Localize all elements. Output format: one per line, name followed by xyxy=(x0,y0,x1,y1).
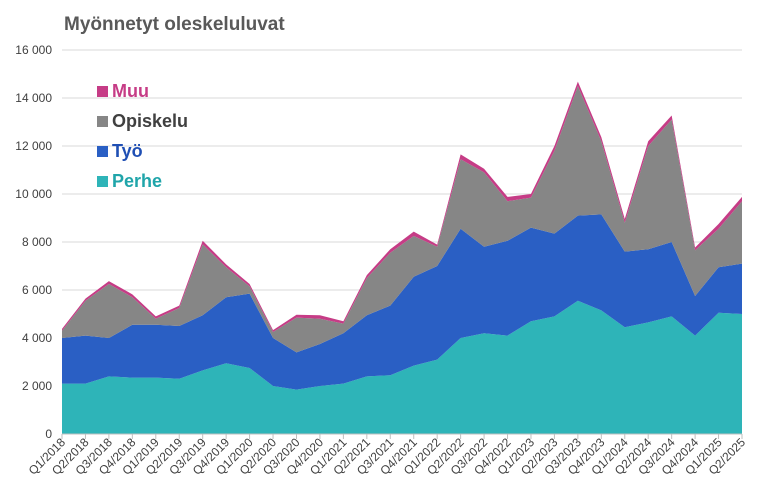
area-series-perhe xyxy=(62,300,742,434)
y-tick-label: 12 000 xyxy=(15,139,52,153)
legend-swatch xyxy=(97,176,108,187)
area-series-group xyxy=(62,81,742,434)
legend-label: Perhe xyxy=(112,171,162,191)
legend-item-opiskelu: Opiskelu xyxy=(97,111,188,131)
area-series-muu xyxy=(62,81,742,333)
legend: Muu Opiskelu Työ Perhe xyxy=(97,81,188,191)
legend-item-perhe: Perhe xyxy=(97,171,162,191)
y-tick-label: 16 000 xyxy=(15,43,52,57)
y-tick-label: 2 000 xyxy=(22,379,52,393)
legend-swatch xyxy=(97,116,108,127)
y-tick-label: 6 000 xyxy=(22,283,52,297)
area-series-ty xyxy=(62,214,742,390)
legend-swatch xyxy=(97,146,108,157)
y-tick-label: 0 xyxy=(45,427,52,441)
y-tick-label: 14 000 xyxy=(15,91,52,105)
legend-swatch xyxy=(97,86,108,97)
chart-title: Myönnetyt oleskeluluvat xyxy=(64,14,285,35)
x-tick-labels: Q1/2018Q2/2018Q3/2018Q4/2018Q1/2019Q2/20… xyxy=(26,435,749,478)
legend-label: Työ xyxy=(112,141,143,161)
legend-label: Muu xyxy=(112,81,149,101)
y-tick-label: 8 000 xyxy=(22,235,52,249)
y-tick-label: 4 000 xyxy=(22,331,52,345)
axes xyxy=(61,433,743,439)
legend-label: Opiskelu xyxy=(112,111,188,131)
legend-item-muu: Muu xyxy=(97,81,149,101)
legend-item-ty: Työ xyxy=(97,141,143,161)
y-tick-label: 10 000 xyxy=(15,187,52,201)
y-tick-labels: 0 2 000 4 000 6 000 8 000 10 000 12 000 14 000 1… xyxy=(15,43,52,441)
area-series-opiskelu xyxy=(62,86,742,353)
